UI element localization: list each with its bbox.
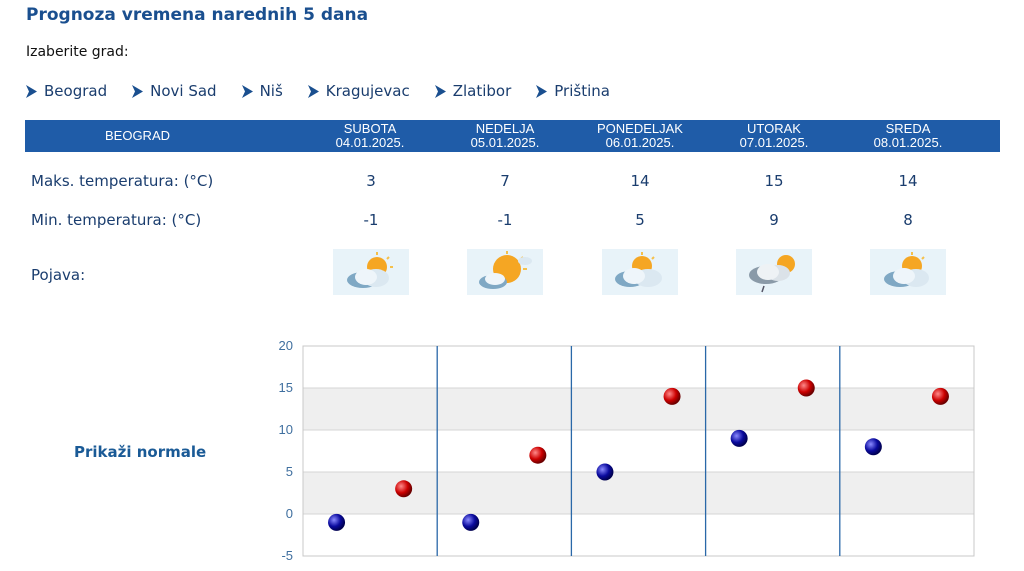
chevron-right-icon <box>26 84 37 98</box>
chart-grid <box>302 345 975 557</box>
city-link-label: Kragujevac <box>325 82 410 100</box>
city-link-nis[interactable]: Niš <box>241 82 283 100</box>
city-link-label: Novi Sad <box>150 82 217 100</box>
min-temp-point <box>596 463 614 481</box>
min-temp-value: 5 <box>635 211 645 229</box>
sun-behind-cloud-icon <box>602 249 678 295</box>
y-tick-label: 10 <box>279 422 293 437</box>
day-name: NEDELJA <box>475 121 535 136</box>
day-header: UTORAK 07.01.2025. <box>709 122 839 154</box>
day-header: NEDELJA 05.01.2025. <box>440 122 570 154</box>
city-link-label: Beograd <box>44 82 108 100</box>
city-list: Beograd Novi Sad Niš Kragujevac Zlatibor… <box>26 82 635 100</box>
chart-frame <box>302 345 975 557</box>
day-header: SUBOTA 04.01.2025. <box>305 122 435 154</box>
chevron-right-icon <box>307 84 319 98</box>
min-temp-value: 8 <box>903 211 913 229</box>
min-temp-point <box>328 513 346 531</box>
day-date: 08.01.2025. <box>873 135 943 150</box>
chart-band <box>303 472 974 514</box>
min-temp-point <box>730 429 748 447</box>
max-temp-value: 7 <box>500 172 510 190</box>
max-temp-point <box>529 446 547 464</box>
city-link-pristina[interactable]: Priština <box>536 82 610 100</box>
forecast-header: BEOGRAD SUBOTA 04.01.2025. NEDELJA 05.01… <box>25 120 1000 152</box>
min-temp-point <box>864 438 882 456</box>
chevron-right-icon <box>132 84 144 98</box>
sun-behind-rain-cloud-icon <box>736 249 812 295</box>
day-name: SREDA <box>885 121 931 136</box>
city-header: BEOGRAD <box>104 128 170 143</box>
day-header: SREDA 08.01.2025. <box>843 122 973 154</box>
chevron-right-icon <box>241 84 253 98</box>
day-date: 05.01.2025. <box>470 135 540 150</box>
city-link-label: Priština <box>554 82 610 100</box>
city-link-label: Niš <box>259 82 283 100</box>
min-temp-point <box>462 513 480 531</box>
max-temp-value: 15 <box>764 172 784 190</box>
day-name: UTORAK <box>747 121 801 136</box>
y-tick-label: 0 <box>286 506 293 521</box>
city-link-label: Zlatibor <box>452 82 512 100</box>
chart-band <box>303 388 974 430</box>
chart-bands <box>303 388 974 514</box>
chevron-right-icon <box>434 84 446 98</box>
max-temp-value: 14 <box>898 172 918 190</box>
max-temp-point <box>931 387 949 405</box>
city-link-beograd[interactable]: Beograd <box>26 82 107 100</box>
sun-behind-cloud-icon <box>333 249 409 295</box>
min-temp-label: Min. temperatura: (°C) <box>31 211 202 229</box>
day-header: PONEDELJAK 06.01.2025. <box>575 122 705 154</box>
y-axis-ticks: -5 0 5 10 15 20 <box>279 338 293 563</box>
max-temp-point <box>797 379 815 397</box>
phenomenon-label: Pojava: <box>31 266 86 284</box>
day-name: PONEDELJAK <box>597 121 683 136</box>
sun-behind-cloud-icon <box>467 249 543 295</box>
page-title: Prognoza vremena narednih 5 dana <box>26 5 369 25</box>
city-link-zlatibor[interactable]: Zlatibor <box>434 82 512 100</box>
y-tick-label: 15 <box>279 380 293 395</box>
day-date: 04.01.2025. <box>335 135 405 150</box>
day-date: 06.01.2025. <box>605 135 675 150</box>
y-tick-label: 20 <box>279 338 293 353</box>
city-link-kragujevac[interactable]: Kragujevac <box>307 82 410 100</box>
max-temp-value: 3 <box>366 172 376 190</box>
choose-city-label: Izaberite grad: <box>26 44 129 60</box>
max-temp-point <box>663 387 681 405</box>
day-date: 07.01.2025. <box>739 135 809 150</box>
max-temp-label: Maks. temperatura: (°C) <box>31 172 214 190</box>
city-link-novi-sad[interactable]: Novi Sad <box>132 82 217 100</box>
min-temp-value: -1 <box>497 211 513 229</box>
min-temp-value: -1 <box>363 211 379 229</box>
day-name: SUBOTA <box>343 121 397 136</box>
max-temp-point <box>395 480 413 498</box>
min-temp-value: 9 <box>769 211 779 229</box>
y-tick-label: 5 <box>286 464 293 479</box>
show-normals-link[interactable]: Prikaži normale <box>74 443 207 461</box>
chevron-right-icon <box>536 84 548 98</box>
y-tick-label: -5 <box>281 548 293 563</box>
max-temp-value: 14 <box>630 172 650 190</box>
sun-behind-cloud-icon <box>870 249 946 295</box>
chart-points <box>328 379 949 531</box>
